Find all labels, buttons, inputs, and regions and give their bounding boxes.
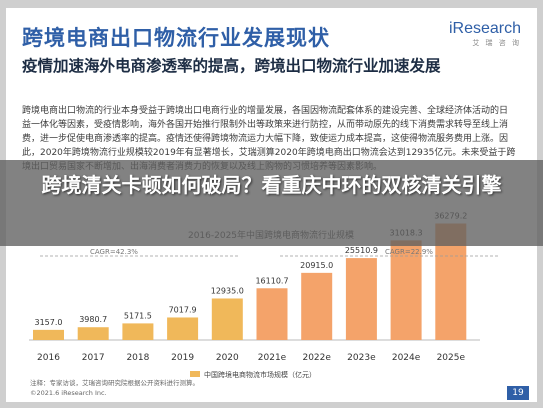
slide-title: 跨境电商出口物流行业发展现状 bbox=[22, 26, 330, 50]
x-tick-label: 2024e bbox=[392, 353, 421, 363]
x-tick-label: 2018 bbox=[126, 353, 149, 363]
slide-footer: 注释：专家访谈，艾瑞咨询研究院根据公开资料进行测算。 ©2021.6 iRese… bbox=[30, 378, 199, 398]
bar-value-label: 25510.9 bbox=[345, 246, 378, 255]
bar-value-label: 3157.0 bbox=[35, 318, 63, 327]
bar-2024e bbox=[390, 240, 422, 340]
logo-brand: iResearch bbox=[448, 20, 521, 37]
cagr-left-label: CAGR=42.3% bbox=[90, 248, 138, 256]
bar-2023e bbox=[345, 258, 377, 340]
cagr-right-label: CAGR=22.9% bbox=[385, 248, 433, 256]
bar-value-label: 12935.0 bbox=[211, 286, 244, 295]
slide-subtitle: 疫情加速海外电商渗透率的提高，跨境出口物流行业加速发展 bbox=[22, 57, 441, 75]
legend-swatch bbox=[190, 371, 200, 377]
x-tick-label: 2020 bbox=[216, 353, 239, 363]
bar-value-label: 20915.0 bbox=[300, 261, 333, 270]
footer-note: 注释：专家访谈，艾瑞咨询研究院根据公开资料进行测算。 bbox=[30, 379, 199, 387]
x-tick-label: 2025e bbox=[437, 353, 466, 363]
bar-value-label: 5171.5 bbox=[124, 311, 152, 320]
x-tick-label: 2017 bbox=[82, 353, 105, 363]
bar-2016 bbox=[33, 329, 64, 340]
bar-value-label: 16110.7 bbox=[255, 276, 288, 285]
headline-banner bbox=[0, 160, 543, 246]
legend-label: 中国跨境电商物流市场规模（亿元） bbox=[204, 370, 316, 379]
x-tick-label: 2021e bbox=[258, 353, 287, 363]
bar-2021e bbox=[256, 288, 288, 340]
bar-2020 bbox=[211, 298, 243, 340]
bar-value-label: 7017.9 bbox=[169, 305, 197, 314]
x-tick-label: 2016 bbox=[37, 353, 60, 363]
bar-2019 bbox=[167, 317, 199, 340]
iresearch-logo: iResearch 艾 瑞 咨 询 bbox=[449, 20, 521, 48]
bar-2018 bbox=[122, 323, 154, 340]
bar-2017 bbox=[77, 327, 109, 340]
x-tick-label: 2023e bbox=[347, 353, 376, 363]
headline-banner-text: 跨境清关卡顿如何破局？看重庆中环的双核清关引擎 bbox=[41, 173, 502, 197]
page-number: 19 bbox=[507, 386, 529, 400]
copyright: ©2021.6 iResearch Inc. bbox=[30, 389, 107, 397]
bar-value-label: 3980.7 bbox=[79, 315, 107, 324]
x-tick-label: 2022e bbox=[302, 353, 331, 363]
x-tick-label: 2019 bbox=[171, 353, 194, 363]
logo-sub: 艾 瑞 咨 询 bbox=[472, 39, 521, 47]
bar-2022e bbox=[301, 272, 333, 340]
